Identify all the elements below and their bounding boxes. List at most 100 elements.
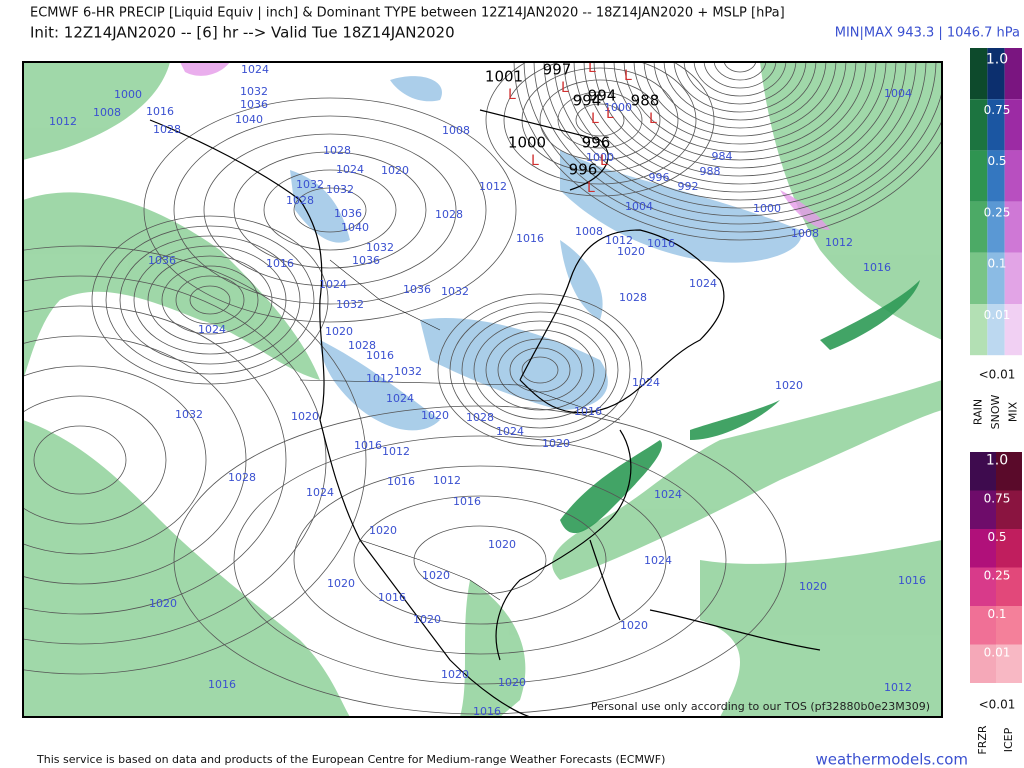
low-marker: L bbox=[531, 153, 539, 169]
isobar bbox=[173, 405, 787, 715]
legend-below: <0.01 bbox=[979, 368, 1016, 382]
legend-level: 0.01 bbox=[984, 645, 1011, 659]
isobar-label: 1008 bbox=[442, 124, 470, 137]
isobar-label: 1012 bbox=[49, 115, 77, 128]
isobar bbox=[413, 525, 547, 595]
legend-level: 1.0 bbox=[986, 452, 1008, 468]
legend-level: 0.25 bbox=[984, 205, 1011, 219]
isobar-label: 1008 bbox=[791, 227, 819, 240]
isobar-label: 1040 bbox=[235, 113, 263, 126]
isobar-label: 984 bbox=[712, 150, 733, 163]
legend-level: 0.75 bbox=[984, 491, 1011, 505]
isobar-label: 1032 bbox=[175, 408, 203, 421]
snow-areas bbox=[290, 76, 802, 431]
isobar bbox=[161, 265, 259, 335]
isobar bbox=[173, 115, 487, 305]
legend-swatch bbox=[970, 567, 996, 606]
legend-swatch bbox=[987, 150, 1005, 202]
isobar bbox=[543, 62, 937, 217]
isobar-label: 1016 bbox=[266, 257, 294, 270]
watermark: Personal use only according to our TOS (… bbox=[591, 700, 930, 713]
pressure-center: 994 bbox=[588, 87, 617, 105]
isobar-label: 1000 bbox=[604, 101, 632, 114]
isobar bbox=[23, 275, 327, 645]
isobar bbox=[263, 169, 397, 251]
isobar-label: 1028 bbox=[619, 291, 647, 304]
legend-swatch bbox=[970, 490, 996, 529]
legend-level: 1.0 bbox=[986, 51, 1008, 67]
isobar-label: 1012 bbox=[479, 180, 507, 193]
legend-swatch bbox=[970, 150, 988, 202]
legend-swatch bbox=[970, 304, 988, 356]
isobar bbox=[603, 62, 877, 169]
isobar bbox=[233, 151, 427, 269]
isobar-label: 1016 bbox=[354, 439, 382, 452]
isobar bbox=[623, 62, 857, 153]
low-marker: L bbox=[624, 68, 632, 84]
isobar-label: 1016 bbox=[387, 475, 415, 488]
isobar-label: 1020 bbox=[422, 569, 450, 582]
legend-swatch bbox=[1004, 252, 1022, 304]
subtitle: Init: 12Z14JAN2020 -- [6] hr --> Valid T… bbox=[30, 24, 455, 42]
map-frame bbox=[22, 61, 943, 718]
pressure-center: 994 bbox=[573, 92, 602, 110]
isobar-label: 1004 bbox=[884, 87, 912, 100]
isobar-label: 1032 bbox=[240, 85, 268, 98]
isobar bbox=[703, 62, 777, 89]
isobar bbox=[553, 62, 927, 209]
isobar-label: 1020 bbox=[799, 580, 827, 593]
isobar-label: 1036 bbox=[403, 283, 431, 296]
legend-swatch bbox=[996, 606, 1022, 645]
isobar-label: 1020 bbox=[542, 437, 570, 450]
isobar-label: 1020 bbox=[488, 538, 516, 551]
isobar-label: 1024 bbox=[386, 392, 414, 405]
title: ECMWF 6-HR PRECIP [Liquid Equiv | inch] … bbox=[30, 6, 785, 21]
isobar bbox=[461, 311, 619, 429]
isobar-label: 1024 bbox=[644, 554, 672, 567]
isobar-label: 1028 bbox=[286, 194, 314, 207]
legend-level: 0.1 bbox=[987, 257, 1006, 271]
pressure-center: 997 bbox=[570, 41, 599, 59]
isobar bbox=[539, 79, 661, 161]
isobar bbox=[683, 62, 797, 105]
legend-swatch bbox=[996, 452, 1022, 491]
pressure-center: 1000 bbox=[508, 134, 546, 152]
isobar-label: 1028 bbox=[228, 471, 256, 484]
legend-swatch bbox=[996, 567, 1022, 606]
isobar-label: 1020 bbox=[617, 245, 645, 258]
isobar-label: 988 bbox=[700, 165, 721, 178]
isobar-label: 1024 bbox=[306, 486, 334, 499]
isobar-label: 1016 bbox=[647, 237, 675, 250]
coastlines bbox=[149, 109, 821, 717]
isobar bbox=[23, 245, 367, 675]
isobar-label: 1012 bbox=[366, 372, 394, 385]
isobar-label: 1024 bbox=[632, 376, 660, 389]
legend-swatch bbox=[1004, 99, 1022, 151]
isobar-label: 1012 bbox=[382, 445, 410, 458]
isobar bbox=[575, 103, 625, 137]
isobar-label: 1020 bbox=[381, 164, 409, 177]
isobar-label: 1040 bbox=[341, 221, 369, 234]
legend-rain-snow-mix: 1.0 0.75 0.5 0.25 0.1 0.01 <0.01 RAIN SNOW MIX bbox=[970, 48, 1022, 429]
isobar-label: 1020 bbox=[421, 409, 449, 422]
isobar-label: 1008 bbox=[575, 225, 603, 238]
isobar bbox=[613, 62, 867, 161]
isobar-label: 1020 bbox=[291, 410, 319, 423]
legend-type: SNOW bbox=[989, 395, 1002, 430]
low-marker: L bbox=[591, 111, 599, 127]
isobar-label: 1032 bbox=[296, 178, 324, 191]
isobar-label: 1000 bbox=[753, 202, 781, 215]
low-marker: L bbox=[508, 87, 516, 103]
isobar bbox=[485, 62, 715, 197]
isobar-label: 1036 bbox=[148, 254, 176, 267]
isobar bbox=[203, 133, 457, 287]
isobar-label: 1012 bbox=[605, 234, 633, 247]
isobar-label: 1036 bbox=[240, 98, 268, 111]
legend-level: 0.1 bbox=[987, 607, 1006, 621]
isobar bbox=[663, 62, 817, 121]
isobar bbox=[557, 91, 643, 149]
legend-swatch bbox=[970, 606, 996, 645]
legend-swatch bbox=[1004, 150, 1022, 202]
isobar-label: 1028 bbox=[153, 123, 181, 136]
